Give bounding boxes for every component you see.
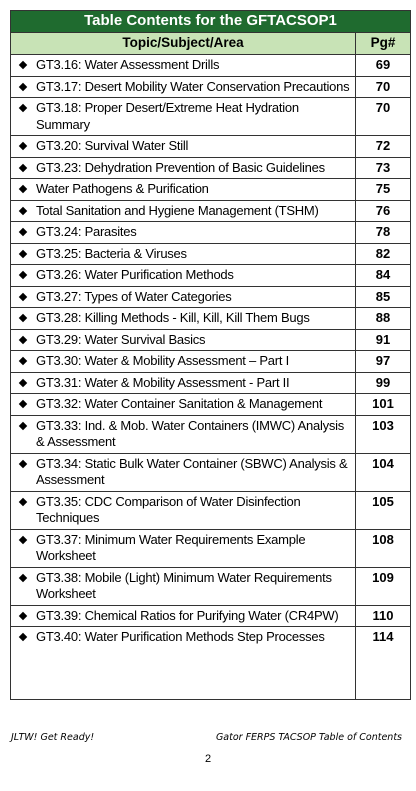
page-cell: 70 bbox=[354, 97, 412, 136]
toc-row: GT3.17: Desert Mobility Water Conservati… bbox=[10, 75, 412, 98]
topic-cell: GT3.30: Water & Mobility Assessment – Pa… bbox=[10, 350, 356, 373]
footer-right: Gator FERPS TACSOP Table of Contents bbox=[215, 732, 402, 743]
toc-row: GT3.33: Ind. & Mob. Water Containers (IM… bbox=[10, 414, 412, 454]
toc-row: GT3.16: Water Assessment Drills 69 bbox=[10, 54, 412, 77]
column-header: Topic/Subject/Area bbox=[10, 32, 356, 55]
toc-row: GT3.30: Water & Mobility Assessment – Pa… bbox=[10, 350, 412, 373]
toc-row: GT3.40: Water Purification Methods Step … bbox=[10, 626, 412, 700]
toc-row: GT3.38: Mobile (Light) Minimum Water Req… bbox=[10, 566, 412, 606]
page-cell: 97 bbox=[354, 350, 412, 373]
page-cell: 84 bbox=[354, 264, 412, 287]
toc-row: Water Pathogens & Purification 75 bbox=[10, 178, 412, 201]
page-cell: 85 bbox=[354, 285, 412, 308]
toc-row: GT3.32: Water Container Sanitation & Man… bbox=[10, 393, 412, 416]
toc-row: GT3.35: CDC Comparison of Water Disinfec… bbox=[10, 490, 412, 530]
page-cell: 114 bbox=[354, 626, 412, 700]
footer-left: JLTW! Get Ready! bbox=[11, 732, 95, 743]
toc-table: Table Contents for the GFTACSOP1 Topic/S… bbox=[9, 10, 412, 700]
topic-cell: Total Sanitation and Hygiene Management … bbox=[10, 199, 356, 222]
topic-cell: GT3.40: Water Purification Methods Step … bbox=[10, 626, 356, 700]
toc-row: GT3.31: Water & Mobility Assessment - Pa… bbox=[10, 371, 412, 394]
toc-row: GT3.28: Killing Methods - Kill, Kill, Ki… bbox=[10, 307, 412, 330]
toc-document: Table Contents for the GFTACSOP1 Topic/S… bbox=[9, 10, 412, 700]
topic-cell: GT3.31: Water & Mobility Assessment - Pa… bbox=[10, 371, 356, 394]
topic-cell: GT3.35: CDC Comparison of Water Disinfec… bbox=[10, 490, 356, 530]
toc-row: GT3.20: Survival Water Still 72 bbox=[10, 135, 412, 158]
table-title: Table Contents for the GFTACSOP1 bbox=[9, 10, 412, 33]
toc-row: GT3.29: Water Survival Basics 91 bbox=[10, 328, 412, 351]
toc-row: GT3.26: Water Purification Methods 84 bbox=[10, 264, 412, 287]
topic-cell: GT3.20: Survival Water Still bbox=[10, 135, 356, 158]
column-header: Pg# bbox=[354, 32, 412, 55]
topic-cell: GT3.25: Bacteria & Viruses bbox=[10, 242, 356, 265]
page-cell: 109 bbox=[354, 566, 412, 606]
toc-row: GT3.39: Chemical Ratios for Purifying Wa… bbox=[10, 604, 412, 627]
topic-cell: GT3.16: Water Assessment Drills bbox=[10, 54, 356, 77]
page-cell: 82 bbox=[354, 242, 412, 265]
page-cell: 73 bbox=[354, 156, 412, 179]
topic-cell: GT3.28: Killing Methods - Kill, Kill, Ki… bbox=[10, 307, 356, 330]
topic-cell: GT3.38: Mobile (Light) Minimum Water Req… bbox=[10, 566, 356, 606]
page-cell: 91 bbox=[354, 328, 412, 351]
page-cell: 103 bbox=[354, 414, 412, 454]
topic-cell: Water Pathogens & Purification bbox=[10, 178, 356, 201]
topic-cell: GT3.29: Water Survival Basics bbox=[10, 328, 356, 351]
toc-rows: GT3.16: Water Assessment Drills 69 GT3.17:… bbox=[10, 54, 412, 700]
toc-row: GT3.18: Proper Desert/Extreme Heat Hydra… bbox=[10, 97, 412, 136]
page-cell: 69 bbox=[354, 54, 412, 77]
page-cell: 108 bbox=[354, 528, 412, 568]
topic-cell: GT3.17: Desert Mobility Water Conservati… bbox=[10, 75, 356, 98]
toc-row: GT3.27: Types of Water Categories 85 bbox=[10, 285, 412, 308]
topic-cell: GT3.27: Types of Water Categories bbox=[10, 285, 356, 308]
topic-cell: GT3.39: Chemical Ratios for Purifying Wa… bbox=[10, 604, 356, 627]
page-cell: 76 bbox=[354, 199, 412, 222]
topic-cell: GT3.34: Static Bulk Water Container (SBW… bbox=[10, 452, 356, 492]
page-cell: 105 bbox=[354, 490, 412, 530]
page-cell: 75 bbox=[354, 178, 412, 201]
toc-row: GT3.25: Bacteria & Viruses 82 bbox=[10, 242, 412, 265]
page-number: 2 bbox=[204, 753, 212, 765]
page-cell: 72 bbox=[354, 135, 412, 158]
toc-row: Total Sanitation and Hygiene Management … bbox=[10, 199, 412, 222]
topic-cell: GT3.26: Water Purification Methods bbox=[10, 264, 356, 287]
topic-cell: GT3.33: Ind. & Mob. Water Containers (IM… bbox=[10, 414, 356, 454]
toc-row: GT3.34: Static Bulk Water Container (SBW… bbox=[10, 452, 412, 492]
toc-row: GT3.24: Parasites 78 bbox=[10, 221, 412, 244]
page-cell: 104 bbox=[354, 452, 412, 492]
topic-cell: GT3.37: Minimum Water Requirements Examp… bbox=[10, 528, 356, 568]
page-cell: 110 bbox=[354, 604, 412, 627]
page-cell: 88 bbox=[354, 307, 412, 330]
page-cell: 70 bbox=[354, 75, 412, 98]
topic-cell: GT3.32: Water Container Sanitation & Man… bbox=[10, 393, 356, 416]
page-cell: 99 bbox=[354, 371, 412, 394]
topic-cell: GT3.24: Parasites bbox=[10, 221, 356, 244]
page-cell: 78 bbox=[354, 221, 412, 244]
toc-row: GT3.37: Minimum Water Requirements Examp… bbox=[10, 528, 412, 568]
topic-cell: GT3.23: Dehydration Prevention of Basic … bbox=[10, 156, 356, 179]
toc-row: GT3.23: Dehydration Prevention of Basic … bbox=[10, 156, 412, 179]
topic-cell: GT3.18: Proper Desert/Extreme Heat Hydra… bbox=[10, 97, 356, 136]
page-cell: 101 bbox=[354, 393, 412, 416]
